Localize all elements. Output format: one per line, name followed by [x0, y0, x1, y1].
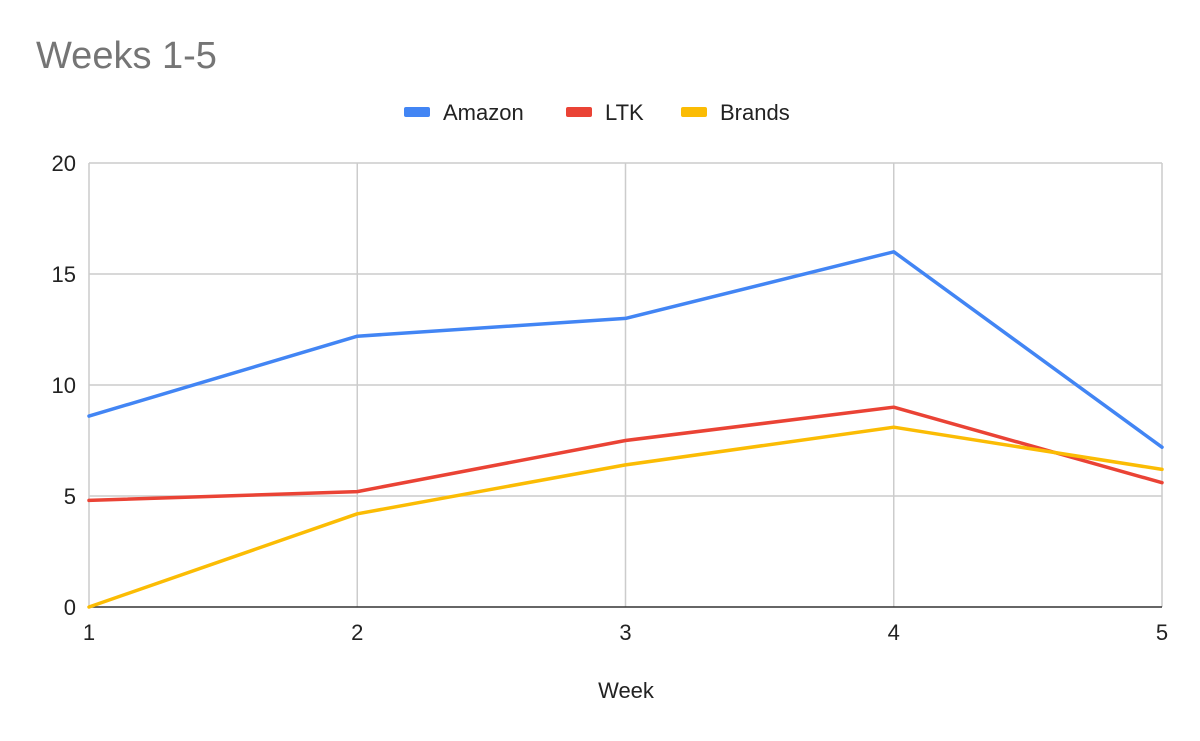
- x-tick-label-4: 5: [1156, 620, 1168, 645]
- legend-swatch-amazon: [404, 107, 430, 117]
- y-tick-label-3: 15: [52, 262, 76, 287]
- series-line-ltk: [87, 405, 1164, 503]
- legend-label-ltk: LTK: [605, 100, 644, 125]
- y-tick-label-1: 5: [64, 484, 76, 509]
- series-line-brands: [87, 425, 1164, 609]
- x-tick-label-1: 2: [351, 620, 363, 645]
- x-tick-label-0: 1: [83, 620, 95, 645]
- x-tick-labels: 1 2 3 4 5: [83, 620, 1168, 645]
- y-tick-label-2: 10: [52, 373, 76, 398]
- legend: Amazon LTK Brands: [404, 100, 790, 125]
- x-gridlines: [88, 163, 1163, 607]
- legend-label-brands: Brands: [720, 100, 790, 125]
- series-lines: [87, 250, 1164, 609]
- x-tick-label-2: 3: [619, 620, 631, 645]
- legend-label-amazon: Amazon: [443, 100, 524, 125]
- series-line-amazon: [87, 250, 1164, 449]
- x-axis-label: Week: [598, 678, 655, 703]
- y-tick-labels: 0 5 10 15 20: [52, 151, 76, 620]
- chart-title: Weeks 1-5: [36, 35, 217, 77]
- x-tick-label-3: 4: [888, 620, 900, 645]
- y-tick-label-4: 20: [52, 151, 76, 176]
- legend-swatch-ltk: [566, 107, 592, 117]
- y-tick-label-0: 0: [64, 595, 76, 620]
- legend-swatch-brands: [681, 107, 707, 117]
